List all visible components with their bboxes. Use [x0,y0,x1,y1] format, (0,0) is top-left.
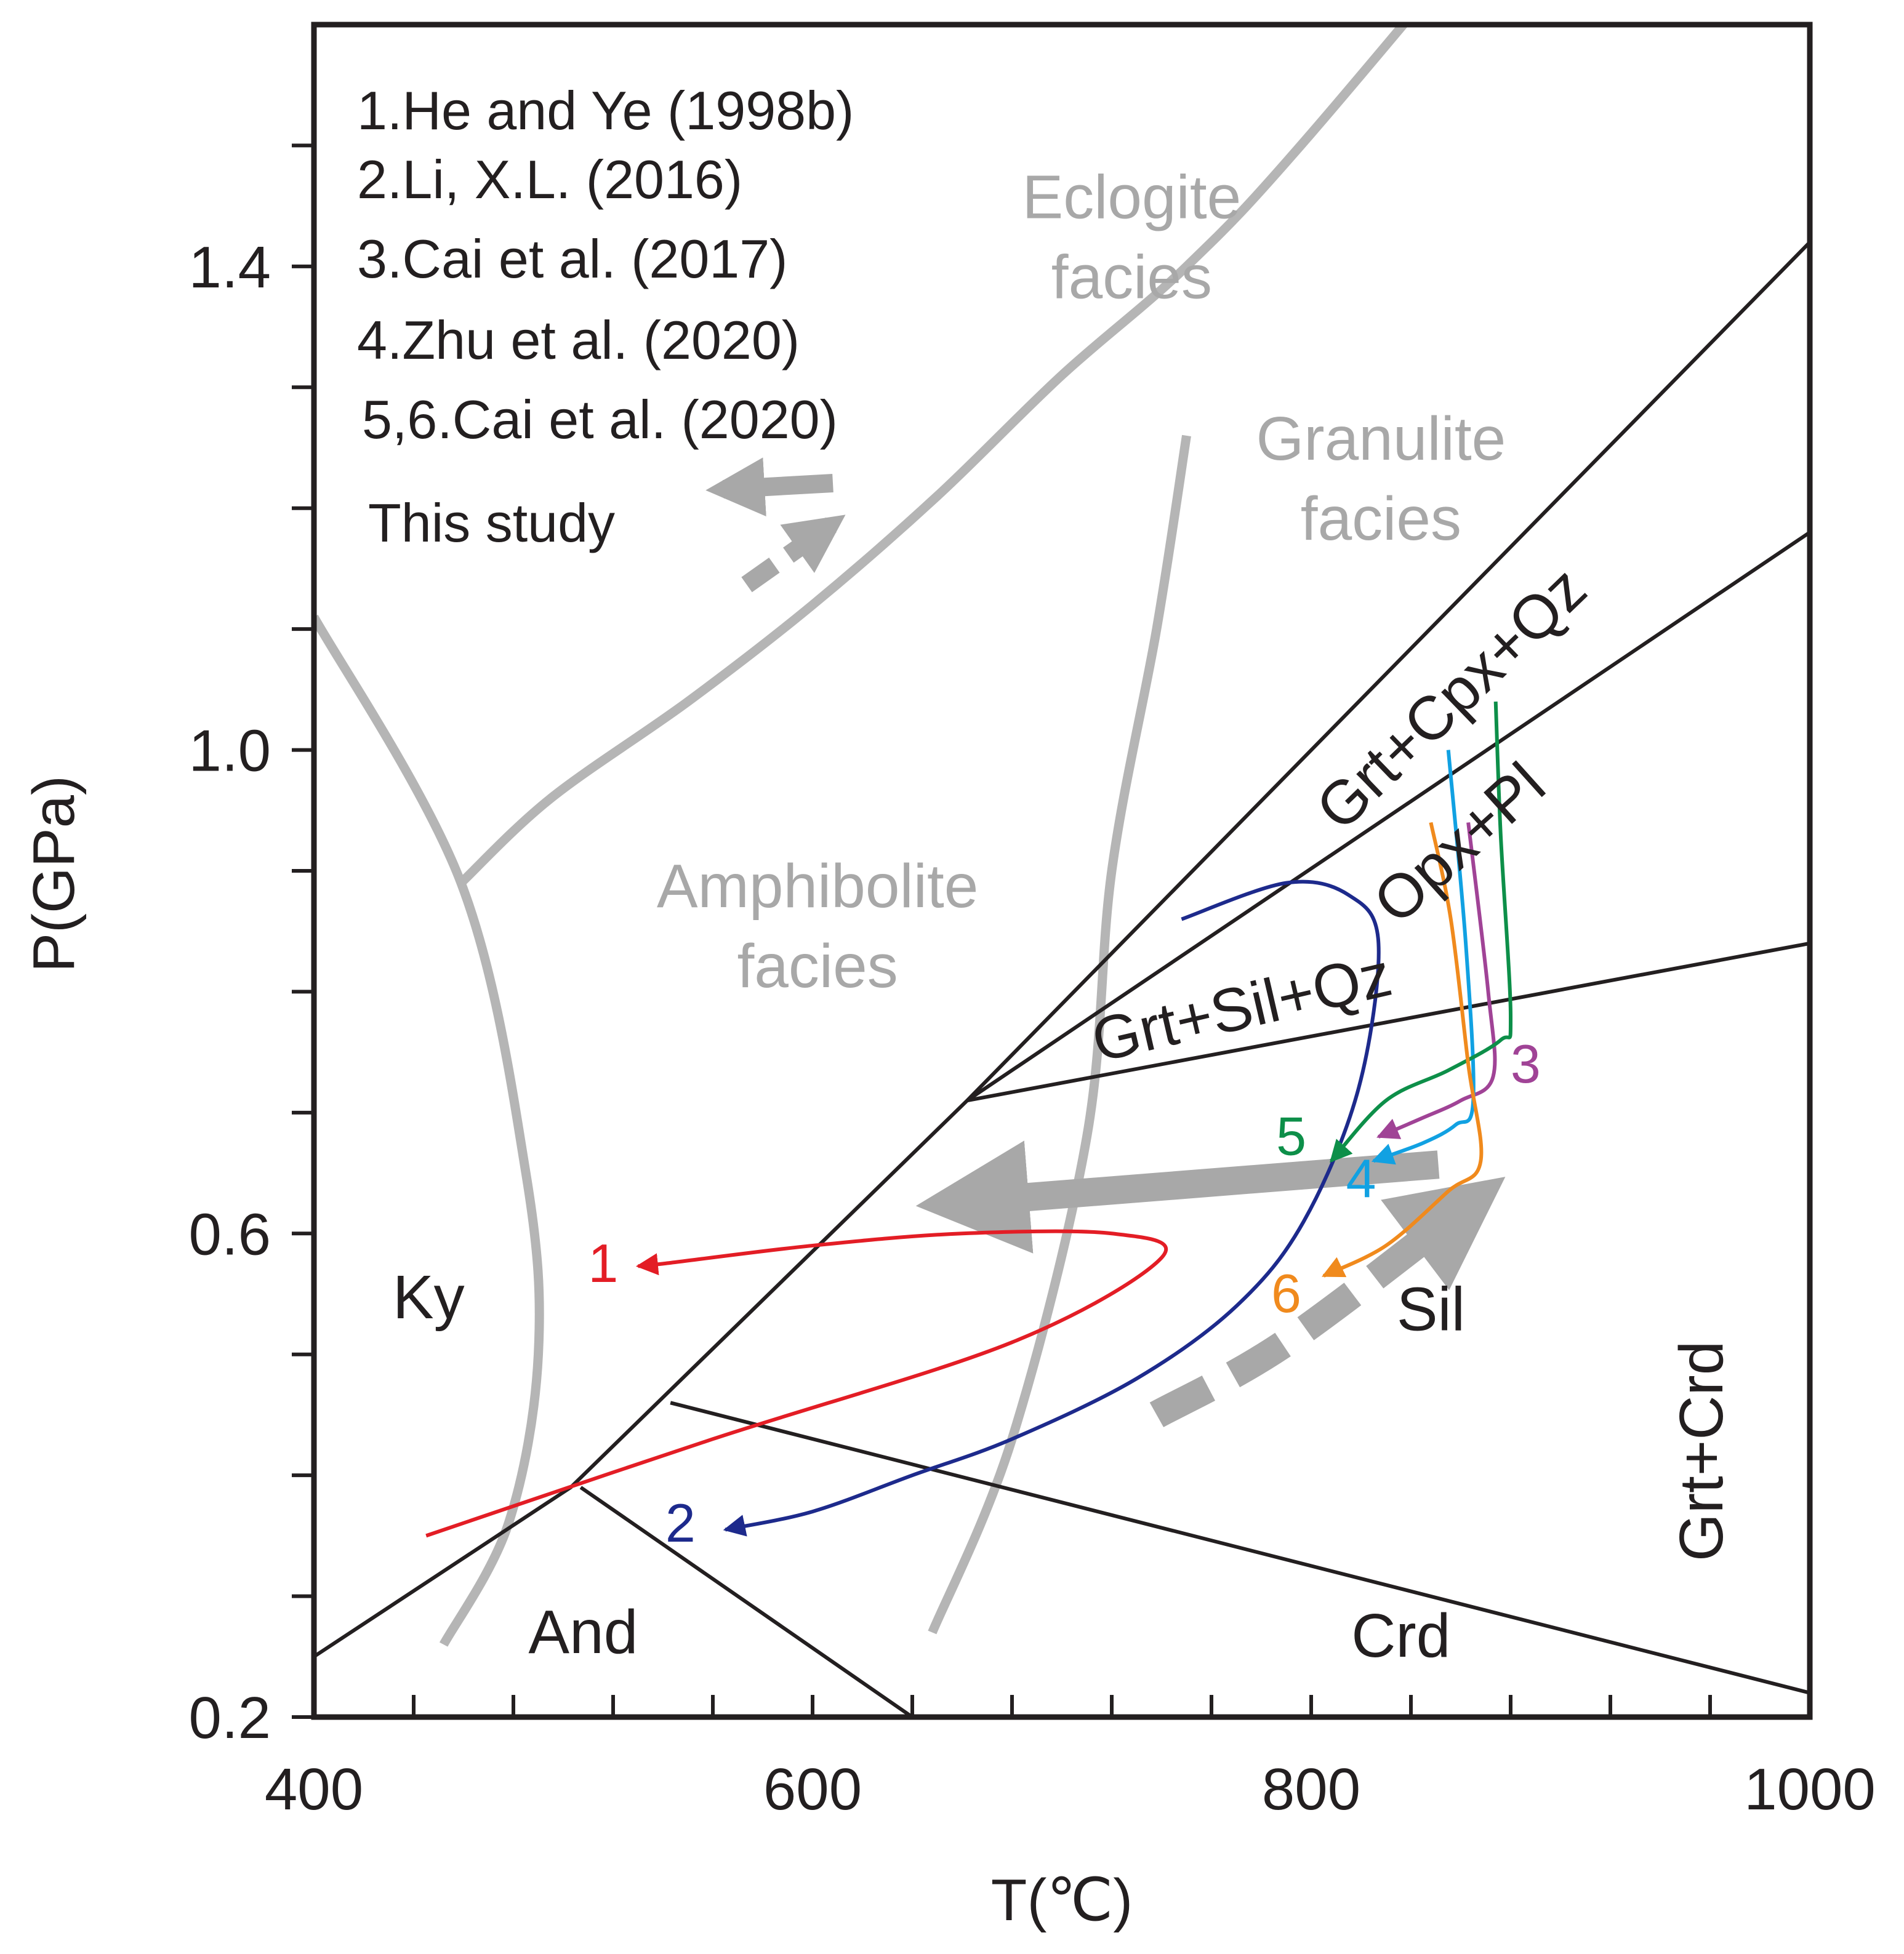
legend-solid-arrow-icon [705,457,834,517]
amphibolite-granulite-boundary [928,434,1191,1635]
crd-field-label: Crd [1351,1601,1450,1670]
grt-cpx-qz-line [314,241,1810,1659]
legend-entry: 4.Zhu et al. (2020) [357,310,800,370]
pt-path-2 [723,879,1381,1537]
eclogite-facies-label: facies [1051,242,1212,311]
y-tick-label: 1.0 [189,718,271,784]
sil-field-label: Sil [1397,1275,1465,1343]
amphibolite-facies-label: Amphibolite [657,852,979,921]
y-axis-title: P(GPa) [21,775,87,972]
pt-path-3 [1376,822,1497,1139]
y-tick-label: 0.2 [189,1685,271,1751]
amphibolite-facies-label: facies [737,932,898,1001]
prograde-dashed-arrow [1149,1177,1506,1428]
this-study-paths [915,1140,1506,1428]
legend-this-study: This study [368,492,615,553]
grt-sil-qz-field-label: Grt+Sil+Qz [1085,940,1397,1075]
legend-entry: 3.Cai et al. (2017) [357,228,788,289]
and-sil-line [579,1486,914,1717]
x-tick-label: 1000 [1744,1756,1876,1822]
pt-path-label-4: 4 [1346,1148,1376,1209]
legend-dashed-arrow-icon [741,515,846,593]
x-axis-title: T(℃) [991,1867,1133,1933]
legend-entry: 2.Li, X.L. (2016) [357,149,742,210]
retrograde-solid-arrow [915,1140,1440,1254]
field-labels: Eclogite facies Granulite facies Amphibolite… [393,162,1736,1670]
pt-path-label-1: 1 [588,1233,618,1294]
opx-pl-line [966,531,1810,1102]
pt-path-5 [1329,701,1513,1163]
y-tick-label: 1.4 [189,234,271,300]
eclogite-boundary [457,25,1410,887]
grt-crd-field-label: Grt+Crd [1667,1341,1736,1561]
x-tick-label: 400 [265,1756,363,1822]
ky-field-label: Ky [393,1263,465,1332]
grt-sil-qz-line [966,941,1810,1103]
x-tick-label: 800 [1262,1756,1360,1822]
axis-ticks: 400 600 800 1000 0.2 0.6 1.0 1.4 [189,143,1876,1822]
legend: 1.He and Ye (1998b) 2.Li, X.L. (2016) 3.… [357,80,854,593]
pt-path-6 [1322,822,1484,1278]
and-field-label: And [528,1598,638,1667]
granulite-facies-label: Granulite [1256,404,1506,473]
y-tick-label: 0.6 [189,1201,271,1267]
reaction-lines [314,241,1810,1717]
granulite-facies-label: facies [1301,484,1461,553]
pt-path-1 [425,1229,1168,1538]
ky-boundary [314,614,544,1647]
pt-path-label-6: 6 [1271,1263,1301,1324]
legend-entry: 1.He and Ye (1998b) [357,80,854,141]
legend-entry: 5,6.Cai et al. (2020) [362,389,838,450]
pt-path-label-2: 2 [665,1492,696,1553]
eclogite-facies-label: Eclogite [1022,162,1242,231]
x-tick-label: 600 [763,1756,862,1822]
pt-path-label-5: 5 [1276,1106,1306,1167]
crd-boundary-line [670,1401,1810,1695]
pt-paths: 1 2 3 45 6 [425,701,1541,1553]
pt-path-label-3: 3 [1511,1033,1541,1094]
facies-boundaries [314,25,1410,1647]
